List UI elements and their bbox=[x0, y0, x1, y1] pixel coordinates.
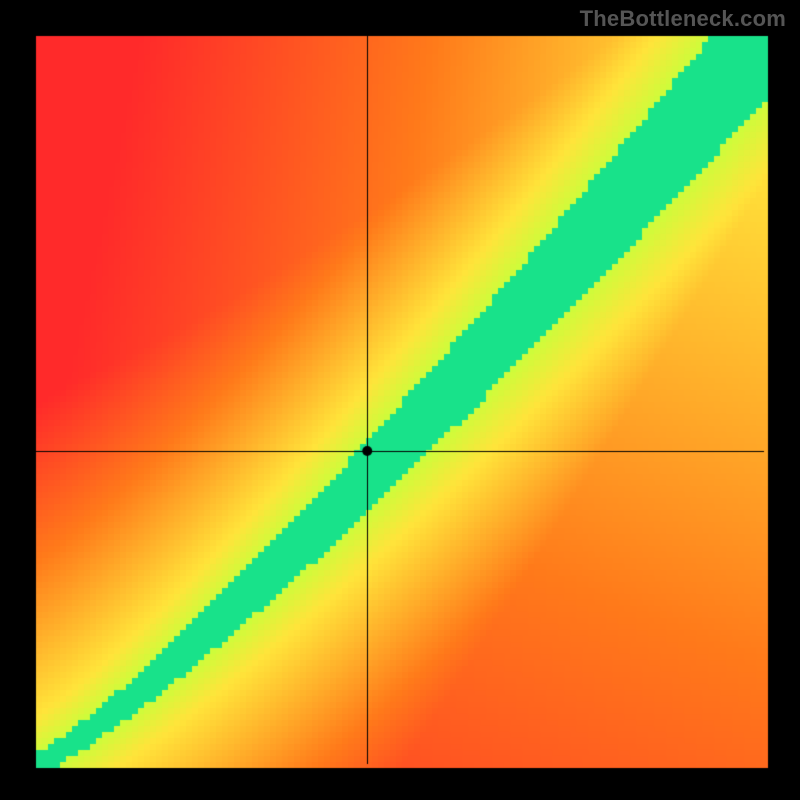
chart-container: TheBottleneck.com bbox=[0, 0, 800, 800]
watermark-text: TheBottleneck.com bbox=[580, 6, 786, 32]
bottleneck-heatmap bbox=[0, 0, 800, 800]
